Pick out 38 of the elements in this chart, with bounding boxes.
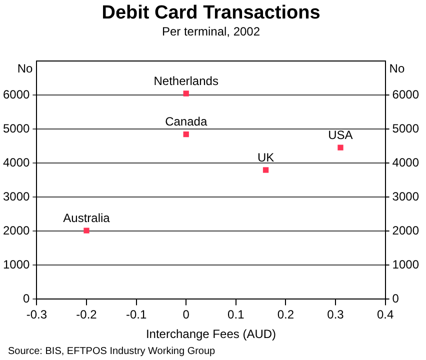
x-tick-label: 0.4 [376, 308, 394, 322]
y-tick-label: 3000 [2, 190, 30, 204]
x-tick-label: 0.3 [327, 308, 344, 322]
point [338, 144, 344, 150]
y2-tick-label: 4000 [392, 156, 420, 170]
x-tick-label: 0 [182, 308, 190, 322]
y2-tick-label: 0 [392, 292, 400, 306]
y2-tick-label: 5000 [392, 122, 420, 136]
y2-tick-label: 3000 [392, 190, 420, 204]
point [183, 131, 189, 138]
source-note: Source: BIS, EFTPOS Industry Working Group [8, 346, 216, 357]
x-axis-title: Interchange Fees (AUD) [146, 327, 276, 342]
y-tick-label: 5000 [2, 122, 30, 136]
chart-title: Debit Card Transactions [102, 2, 320, 24]
annotation: Netherlands [154, 74, 218, 88]
annotation: UK [257, 150, 274, 164]
x-tick-label: -0.1 [126, 308, 147, 322]
point [183, 90, 189, 96]
x-tick-label: -0.3 [26, 308, 48, 322]
y-axis-title: No [17, 62, 34, 76]
point [262, 167, 269, 173]
y-tick-label: 0 [23, 292, 30, 306]
point [84, 228, 90, 234]
y-tick-label: 6000 [2, 88, 30, 102]
x-tick-label: 0.1 [228, 308, 245, 322]
annotation: Australia [63, 210, 110, 225]
annotation: USA [328, 128, 353, 142]
x-tick-label: 0.2 [277, 308, 294, 322]
chart-subtitle: Per terminal, 2002 [162, 24, 260, 38]
y2-tick-label: 6000 [392, 88, 420, 102]
annotation: Canada [165, 114, 208, 129]
y2-axis-title: No [389, 62, 405, 76]
y-tick-label: 4000 [2, 156, 30, 170]
y-tick-label: 1000 [2, 258, 30, 272]
x-tick-label: -0.2 [76, 308, 98, 322]
y2-tick-label: 1000 [392, 258, 420, 272]
y-tick-label: 2000 [2, 224, 30, 238]
y2-tick-label: 2000 [392, 224, 420, 238]
